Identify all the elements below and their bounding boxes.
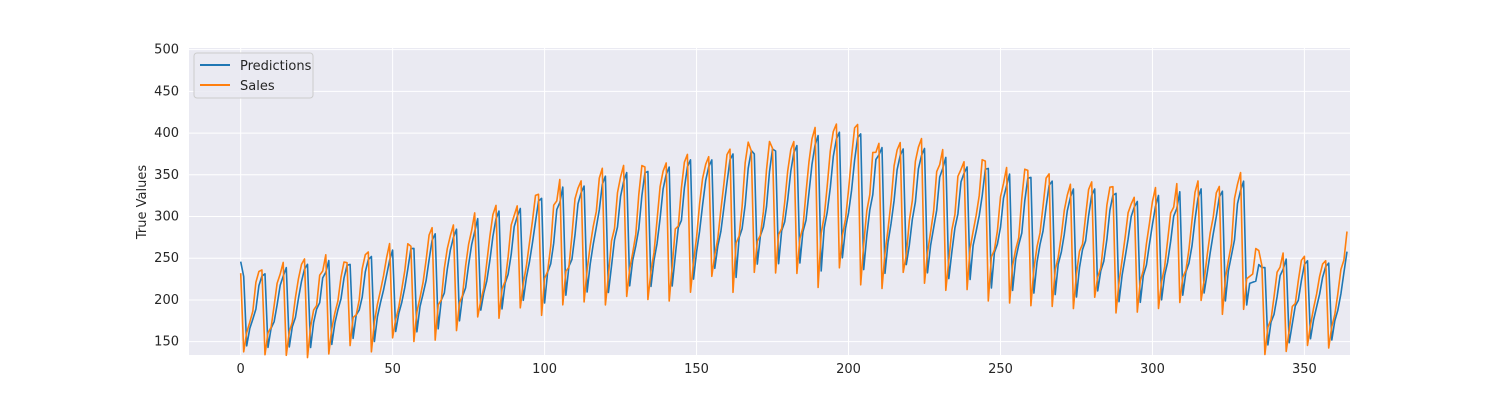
y-tick-label-150: 150	[154, 335, 179, 350]
y-tick-label-450: 450	[154, 84, 179, 99]
x-tick-label-0: 0	[237, 362, 245, 377]
y-tick-labels: 150 200 250 300 350 400 450 500	[154, 43, 179, 350]
series-line-sales	[239, 123, 1348, 359]
x-tick-label-250: 250	[988, 362, 1013, 377]
x-tick-label-300: 300	[1140, 362, 1165, 377]
x-tick-label-200: 200	[836, 362, 861, 377]
y-tick-label-500: 500	[154, 43, 179, 58]
y-tick-label-400: 400	[154, 126, 179, 141]
y-axis-label: True Values	[135, 165, 150, 240]
legend-label-sales: Sales	[240, 79, 275, 94]
x-tick-label-100: 100	[532, 362, 557, 377]
legend-label-predictions: Predictions	[240, 59, 312, 74]
legend: Predictions Sales	[193, 52, 314, 99]
x-tick-labels: 0 50 100 150 200 250 300 350	[237, 362, 1317, 377]
x-tick-label-50: 50	[384, 362, 401, 377]
y-tick-label-300: 300	[154, 210, 179, 225]
y-tick-label-350: 350	[154, 168, 179, 183]
y-tick-label-200: 200	[154, 293, 179, 308]
x-tick-label-150: 150	[684, 362, 709, 377]
y-tick-label-250: 250	[154, 251, 179, 266]
series-layer	[239, 123, 1348, 359]
plot-area	[189, 48, 1350, 355]
x-tick-label-350: 350	[1292, 362, 1317, 377]
